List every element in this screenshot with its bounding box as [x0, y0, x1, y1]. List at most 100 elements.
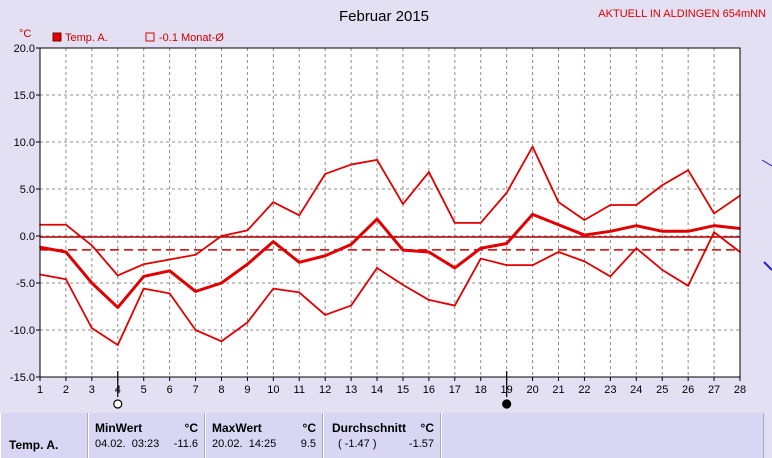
data-point-mean [479, 247, 482, 250]
data-point-mean [609, 230, 612, 233]
data-point-max [116, 274, 119, 277]
x-tick-label: 21 [552, 384, 564, 396]
data-point-min [505, 264, 508, 267]
data-point-mean [505, 242, 508, 245]
chart-area: Februar 2015 AKTUELL IN ALDINGEN 654mNN … [10, 8, 772, 409]
data-point-min [376, 267, 378, 269]
x-tick-label: 28 [734, 384, 746, 396]
avg-paren-value: ( -1.47 ) [338, 438, 377, 450]
min-panel: MinWert °C 04.02. 03:23 -11.6 [88, 413, 205, 458]
x-tick-label: 22 [578, 384, 590, 396]
data-point-mean [635, 224, 638, 227]
data-point-max [661, 184, 664, 187]
right-edge-fragment [761, 159, 772, 271]
avg-panel: Durchschnitt °C ( -1.47 ) -1.57 [323, 413, 441, 458]
min-value: -11.6 [173, 438, 198, 450]
data-point-mean [427, 251, 430, 253]
data-point-mean [90, 282, 93, 284]
plot-frame [39, 47, 741, 378]
x-tick-label: 16 [423, 384, 435, 396]
x-tick-label: 3 [89, 384, 95, 396]
data-point-max [583, 219, 586, 221]
data-point-min [116, 344, 119, 346]
y-tick-label: -15.0 [10, 372, 35, 384]
data-point-max [713, 212, 715, 215]
x-tick-label: 7 [192, 384, 198, 396]
data-point-mean [687, 230, 690, 233]
avg-header: Durchschnitt [332, 421, 407, 435]
y-tick-label: 0.0 [20, 231, 35, 243]
data-point-mean [142, 275, 145, 278]
data-point-max [402, 203, 404, 205]
y-tick-label: -10.0 [10, 325, 35, 337]
edge-mark [763, 261, 772, 271]
data-point-max [505, 191, 508, 194]
grid [40, 48, 740, 377]
x-tick-label: 15 [397, 384, 409, 396]
max-marker-icon [502, 399, 512, 409]
data-point-max [557, 201, 560, 204]
data-point-min [479, 257, 482, 260]
max-panel: MaxWert °C 20.02. 14:25 9.5 [205, 413, 323, 458]
x-tick-label: 6 [167, 384, 173, 396]
data-point-max [609, 204, 612, 206]
x-tick-label: 10 [267, 384, 279, 396]
stats-label-panel: Temp. A. [0, 413, 88, 458]
data-point-max [350, 163, 353, 166]
x-tick-label: 11 [294, 384, 305, 396]
data-point-min [350, 304, 353, 307]
x-tick-label: 12 [319, 384, 331, 396]
chart-title: Februar 2015 [339, 8, 429, 25]
data-point-max [194, 253, 197, 256]
location-label: AKTUELL IN ALDINGEN 654mNN [598, 8, 766, 20]
extreme-markers [113, 371, 512, 409]
series-line-max [40, 145, 741, 277]
x-tick-label: 18 [475, 384, 487, 396]
data-point-min [272, 287, 275, 290]
data-point-max [220, 235, 223, 237]
data-point-min [220, 340, 223, 343]
data-point-max [531, 145, 534, 148]
data-point-mean [713, 224, 715, 227]
y-unit-label: °C [19, 28, 31, 40]
data-point-max [453, 221, 456, 224]
data-point-min [687, 284, 690, 287]
y-tick-label: -5.0 [16, 278, 35, 290]
data-point-mean [246, 263, 249, 266]
data-point-min [531, 264, 534, 267]
avg-unit: °C [420, 421, 434, 435]
x-tick-label: 13 [345, 384, 357, 396]
y-axis: 20.0 15.0 10.0 5.0 0.0 -5.0 -10.0 -15.0 [10, 43, 40, 384]
avg-value: -1.57 [408, 438, 434, 450]
data-point-mean [350, 243, 353, 246]
legend-label-mean: -0.1 Monat-Ø [159, 32, 224, 44]
data-point-mean [376, 218, 378, 220]
y-tick-label: 5.0 [20, 184, 35, 196]
x-tick-label: 25 [656, 384, 668, 396]
data-point-min [194, 329, 197, 331]
x-tick-label: 23 [604, 384, 616, 396]
min-header: MinWert [95, 421, 143, 435]
edge-mark [761, 159, 772, 167]
stats-row-label: Temp. A. [9, 438, 59, 452]
x-tick-label: 14 [371, 384, 383, 396]
data-point-min [324, 314, 327, 316]
data-point-mean [661, 230, 664, 233]
data-point-max [427, 171, 430, 173]
plot-background [40, 48, 740, 377]
legend-label-temp: Temp. A. [65, 32, 108, 44]
data-point-mean [116, 306, 119, 309]
max-header: MaxWert [212, 421, 262, 435]
x-tick-label: 26 [682, 384, 694, 396]
data-point-max [65, 223, 67, 226]
data-point-mean [220, 282, 223, 284]
x-tick-label: 2 [63, 384, 69, 396]
legend-swatch-mean [145, 32, 155, 42]
x-tick-label: 20 [526, 384, 538, 396]
data-point-min [298, 291, 301, 294]
data-point-min [583, 260, 586, 263]
empty-panel [441, 413, 764, 458]
x-tick-label: 17 [449, 384, 461, 396]
data-point-min [142, 287, 145, 290]
data-point-max [298, 214, 301, 217]
